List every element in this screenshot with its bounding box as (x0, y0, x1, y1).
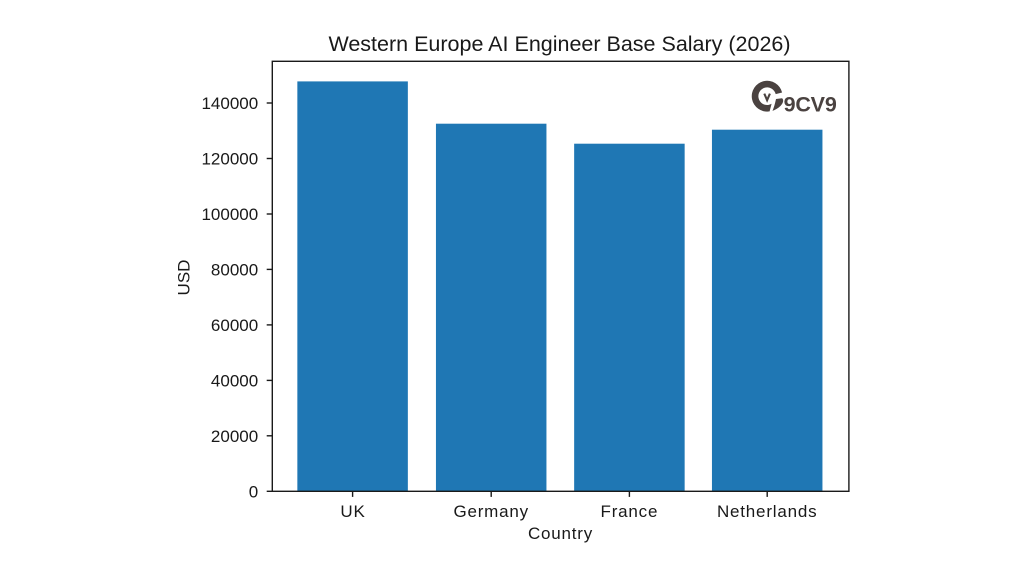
svg-text:100000: 100000 (201, 205, 258, 224)
svg-text:Germany: Germany (453, 502, 529, 521)
svg-text:60000: 60000 (211, 316, 258, 335)
svg-text:120000: 120000 (201, 150, 258, 169)
svg-text:USD: USD (175, 260, 194, 296)
svg-text:20000: 20000 (211, 427, 258, 446)
svg-text:Netherlands: Netherlands (717, 502, 817, 521)
svg-text:Country: Country (528, 524, 593, 543)
svg-text:140000: 140000 (201, 94, 258, 113)
svg-text:9CV9: 9CV9 (784, 93, 837, 117)
svg-text:40000: 40000 (211, 372, 258, 391)
svg-text:80000: 80000 (211, 261, 258, 280)
svg-text:Western Europe AI Engineer Bas: Western Europe AI Engineer Base Salary (… (328, 32, 790, 56)
svg-text:France: France (601, 502, 659, 521)
svg-text:0: 0 (249, 483, 258, 502)
svg-text:UK: UK (340, 502, 365, 521)
